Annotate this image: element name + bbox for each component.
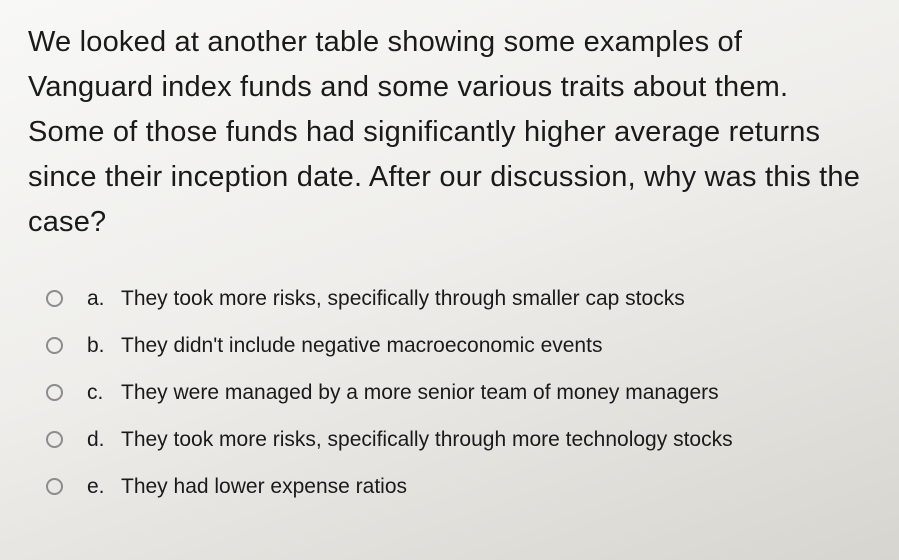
option-letter: b. xyxy=(87,334,109,358)
radio-icon[interactable] xyxy=(46,337,63,354)
option-b[interactable]: b. They didn't include negative macroeco… xyxy=(46,334,871,358)
option-text: They took more risks, specifically throu… xyxy=(121,287,685,311)
radio-icon[interactable] xyxy=(46,431,63,448)
option-letter: c. xyxy=(87,381,109,405)
option-d[interactable]: d. They took more risks, specifically th… xyxy=(46,428,871,452)
option-letter: e. xyxy=(87,475,109,499)
question-text: We looked at another table showing some … xyxy=(28,20,871,245)
radio-icon[interactable] xyxy=(46,290,63,307)
option-text: They were managed by a more senior team … xyxy=(121,381,719,405)
option-text: They had lower expense ratios xyxy=(121,475,407,499)
option-e[interactable]: e. They had lower expense ratios xyxy=(46,475,871,499)
radio-icon[interactable] xyxy=(46,384,63,401)
radio-icon[interactable] xyxy=(46,478,63,495)
option-letter: d. xyxy=(87,428,109,452)
option-text: They took more risks, specifically throu… xyxy=(121,428,733,452)
option-c[interactable]: c. They were managed by a more senior te… xyxy=(46,381,871,405)
option-a[interactable]: a. They took more risks, specifically th… xyxy=(46,287,871,311)
options-list: a. They took more risks, specifically th… xyxy=(28,287,871,499)
option-text: They didn't include negative macroeconom… xyxy=(121,334,602,358)
option-letter: a. xyxy=(87,287,109,311)
